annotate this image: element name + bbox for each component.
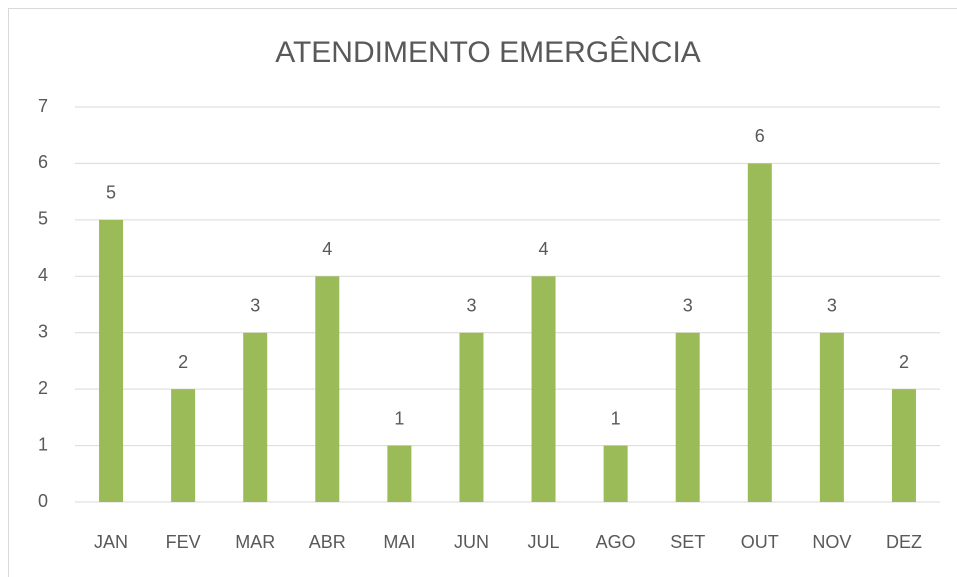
x-tick-label: FEV — [166, 532, 201, 552]
x-tick-label: JUN — [454, 532, 489, 552]
bar — [459, 332, 484, 502]
bar — [171, 389, 196, 502]
x-tick-label: ABR — [309, 532, 346, 552]
data-label: 1 — [394, 408, 404, 428]
x-tick-label: MAI — [383, 532, 415, 552]
data-label: 5 — [106, 183, 116, 203]
data-label: 3 — [827, 295, 837, 315]
y-tick-label: 0 — [38, 491, 48, 511]
x-tick-label: SET — [670, 532, 705, 552]
bar — [315, 276, 340, 502]
data-label: 1 — [611, 408, 621, 428]
y-tick-label: 1 — [38, 434, 48, 454]
bar — [819, 332, 844, 502]
bar — [243, 332, 268, 502]
x-tick-label: NOV — [812, 532, 851, 552]
x-tick-label: JUL — [528, 532, 560, 552]
bar — [387, 445, 412, 502]
data-label: 3 — [683, 295, 693, 315]
x-tick-label: JAN — [94, 532, 128, 552]
data-label: 6 — [755, 126, 765, 146]
chart-title: ATENDIMENTO EMERGÊNCIA — [275, 36, 701, 69]
bar — [747, 163, 772, 502]
y-tick-label: 5 — [38, 209, 48, 229]
y-tick-label: 2 — [38, 378, 48, 398]
x-tick-label: DEZ — [886, 532, 922, 552]
data-label: 2 — [178, 352, 188, 372]
bar — [603, 445, 628, 502]
bar — [675, 332, 700, 502]
x-tick-label: AGO — [596, 532, 636, 552]
x-tick-label: MAR — [235, 532, 275, 552]
data-label: 4 — [539, 239, 549, 259]
data-label: 4 — [322, 239, 332, 259]
bar — [99, 219, 124, 502]
data-label: 3 — [466, 295, 476, 315]
y-tick-label: 4 — [38, 265, 48, 285]
y-tick-label: 3 — [38, 321, 48, 341]
bar — [531, 276, 556, 502]
y-tick-label: 6 — [38, 152, 48, 172]
data-label: 2 — [899, 352, 909, 372]
x-tick-label: OUT — [741, 532, 779, 552]
data-label: 3 — [250, 295, 260, 315]
bar — [891, 389, 916, 502]
y-tick-label: 7 — [38, 96, 48, 116]
